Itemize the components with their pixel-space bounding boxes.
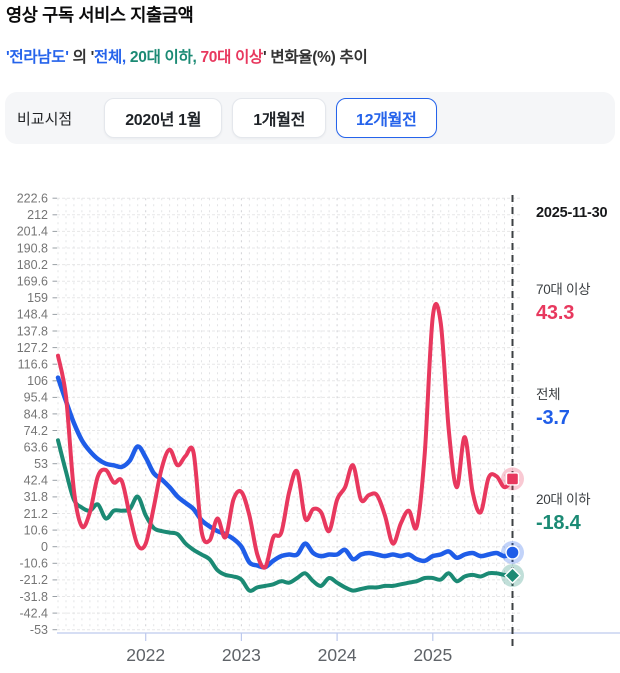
subtitle-part: 70대 이상 bbox=[200, 49, 263, 66]
svg-text:95.4: 95.4 bbox=[24, 391, 48, 405]
svg-text:106: 106 bbox=[27, 374, 48, 388]
chart-subtitle: '전라남도' 의 '전체, 20대 이하, 70대 이상' 변화율(%) 추이 bbox=[6, 45, 368, 67]
series-name-under20s: 20대 이하 bbox=[536, 492, 591, 507]
as-of-date: 2025-11-30 bbox=[536, 205, 608, 221]
series-name-total: 전체 bbox=[536, 387, 561, 402]
svg-text:180.2: 180.2 bbox=[17, 258, 48, 272]
comparison-label: 비교시점 bbox=[17, 110, 73, 128]
svg-text:31.8: 31.8 bbox=[24, 490, 48, 504]
svg-text:21.2: 21.2 bbox=[24, 507, 48, 521]
svg-text:-42.4: -42.4 bbox=[20, 606, 49, 620]
svg-text:2022: 2022 bbox=[126, 645, 165, 665]
svg-text:148.4: 148.4 bbox=[17, 308, 48, 322]
end-value-2: -18.4 bbox=[536, 512, 581, 534]
svg-text:212: 212 bbox=[27, 208, 48, 222]
svg-text:127.2: 127.2 bbox=[17, 341, 48, 355]
end-label-70s: 70대 이상 43.3 bbox=[536, 278, 620, 325]
comparison-button-2[interactable]: 12개월전 bbox=[336, 98, 437, 138]
svg-text:2023: 2023 bbox=[222, 645, 261, 665]
svg-text:2024: 2024 bbox=[318, 645, 357, 665]
trend-line-chart: 222.6 212 201.4 190.8 180.2 169.6 159 148.4 137.… bbox=[17, 192, 620, 665]
end-value-0: 43.3 bbox=[536, 302, 575, 324]
end-value-1: -3.7 bbox=[536, 407, 570, 429]
svg-text:159: 159 bbox=[27, 291, 48, 305]
svg-text:137.8: 137.8 bbox=[17, 324, 48, 338]
svg-text:84.8: 84.8 bbox=[24, 407, 48, 421]
svg-text:-21.2: -21.2 bbox=[20, 573, 49, 587]
end-label-under20s: 20대 이하 -18.4 bbox=[536, 488, 620, 535]
subtitle-part: '전라남도' bbox=[6, 49, 69, 66]
subtitle-part: 의 ' bbox=[68, 49, 95, 66]
svg-text:190.8: 190.8 bbox=[17, 241, 48, 255]
comparison-controls: 비교시점 2020년 1월 1개월전 12개월전 bbox=[5, 92, 615, 144]
series-name-70s: 70대 이상 bbox=[536, 282, 591, 297]
comparison-buttons: 2020년 1월 1개월전 12개월전 bbox=[104, 98, 437, 138]
subtitle-part: 전체, bbox=[93, 49, 130, 66]
svg-text:74.2: 74.2 bbox=[24, 424, 48, 438]
svg-text:222.6: 222.6 bbox=[17, 192, 48, 206]
svg-text:63.6: 63.6 bbox=[24, 440, 48, 454]
svg-text:116.6: 116.6 bbox=[18, 358, 48, 372]
svg-text:10.6: 10.6 bbox=[24, 523, 48, 537]
subtitle-part: 20대 이하, bbox=[129, 49, 201, 66]
svg-text:201.4: 201.4 bbox=[17, 225, 48, 239]
subtitle-part: ' 변화율(%) 추이 bbox=[263, 49, 368, 66]
svg-text:2025: 2025 bbox=[413, 645, 452, 665]
comparison-button-0[interactable]: 2020년 1월 bbox=[104, 98, 223, 138]
page-title: 영상 구독 서비스 지출금액 bbox=[6, 5, 194, 25]
svg-text:0: 0 bbox=[41, 540, 48, 554]
chart-region: 222.6 212 201.4 190.8 180.2 169.6 159 148.4 137.… bbox=[0, 185, 620, 673]
svg-text:53: 53 bbox=[34, 457, 48, 471]
svg-text:42.4: 42.4 bbox=[24, 474, 48, 488]
svg-text:-10.6: -10.6 bbox=[20, 557, 49, 571]
svg-text:169.6: 169.6 bbox=[17, 275, 48, 289]
comparison-button-1[interactable]: 1개월전 bbox=[232, 98, 327, 138]
svg-text:-53: -53 bbox=[30, 623, 48, 637]
end-label-total: 전체 -3.7 bbox=[536, 383, 620, 430]
svg-text:-31.8: -31.8 bbox=[20, 590, 49, 604]
